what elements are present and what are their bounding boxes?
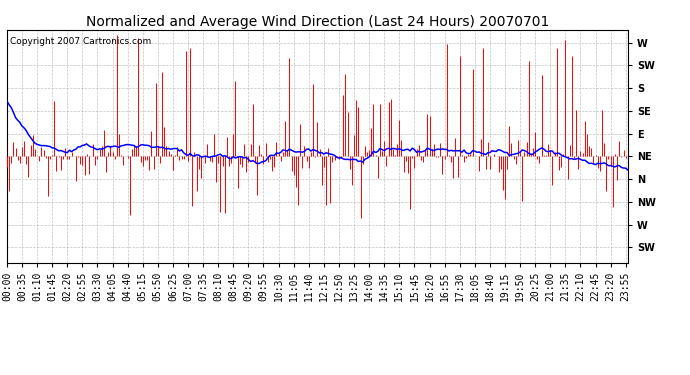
Title: Normalized and Average Wind Direction (Last 24 Hours) 20070701: Normalized and Average Wind Direction (L… bbox=[86, 15, 549, 29]
Text: Copyright 2007 Cartronics.com: Copyright 2007 Cartronics.com bbox=[10, 37, 151, 46]
